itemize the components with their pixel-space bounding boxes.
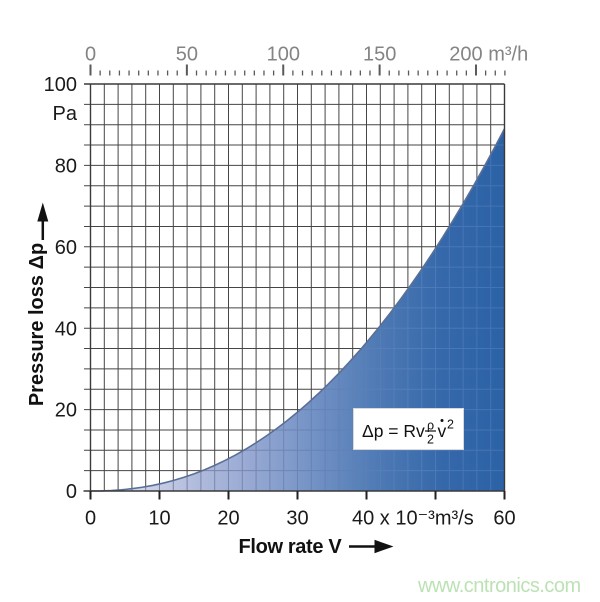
svg-text:40: 40 xyxy=(55,318,77,340)
svg-text:0: 0 xyxy=(85,508,96,530)
svg-text:2: 2 xyxy=(427,433,434,447)
svg-text:0: 0 xyxy=(85,43,96,65)
svg-text:ρ: ρ xyxy=(427,419,434,433)
svg-text:100: 100 xyxy=(44,74,77,96)
svg-text:100: 100 xyxy=(267,43,300,65)
svg-text:50: 50 xyxy=(176,43,198,65)
svg-text:Δp = Rv: Δp = Rv xyxy=(362,421,425,441)
svg-text:2: 2 xyxy=(447,418,454,432)
svg-text:Pressure loss Δp: Pressure loss Δp xyxy=(26,243,48,406)
svg-text:20: 20 xyxy=(55,400,77,422)
svg-text:40 x 10⁻³m³/s: 40 x 10⁻³m³/s xyxy=(352,508,474,530)
svg-text:www.cntronics.com: www.cntronics.com xyxy=(417,575,581,597)
svg-text:200 m³/h: 200 m³/h xyxy=(449,43,528,65)
svg-text:20: 20 xyxy=(217,508,239,530)
svg-text:0: 0 xyxy=(66,481,77,503)
svg-text:Pa: Pa xyxy=(53,103,78,125)
svg-text:60: 60 xyxy=(55,237,77,259)
svg-text:60: 60 xyxy=(493,508,515,530)
svg-text:150: 150 xyxy=(363,43,396,65)
svg-text:30: 30 xyxy=(286,508,308,530)
svg-text:Flow rate V: Flow rate V xyxy=(239,536,343,558)
svg-text:10: 10 xyxy=(148,508,170,530)
svg-text:80: 80 xyxy=(55,156,77,178)
svg-text:v: v xyxy=(438,421,447,441)
